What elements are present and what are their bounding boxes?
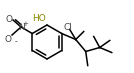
Text: O: O <box>5 15 12 24</box>
Text: Cl: Cl <box>64 22 73 32</box>
Text: +: + <box>22 22 28 28</box>
Text: N: N <box>18 23 25 32</box>
Text: HO: HO <box>32 14 46 23</box>
Text: -: - <box>14 37 17 46</box>
Text: O: O <box>4 35 11 45</box>
